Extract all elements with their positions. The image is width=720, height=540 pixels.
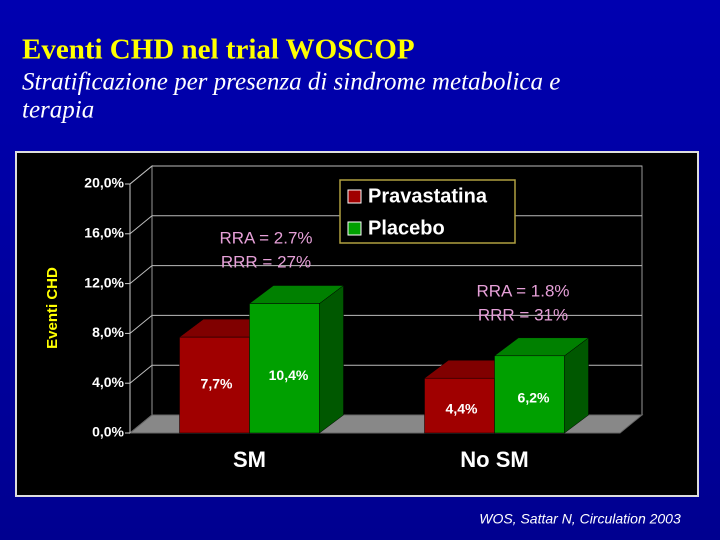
x-tick-label: SM [233,447,266,472]
bar [179,336,250,434]
data-label: 7,7% [201,376,233,392]
annotation: RRA = 1.8% [476,281,569,300]
y-tick-label: 20,0% [84,175,124,191]
chart: 0,0% 4,0% 8,0% 12,0% 16,0% 20,0% Eventi CHD SM 7… [44,164,644,472]
legend-box [339,179,516,244]
subtitle: Stratificazione per presenza di sindrome… [22,69,560,96]
bar [494,355,565,434]
source: WOS, Sattar N, Circulation 2003 [479,511,681,527]
title: Eventi CHD nel trial WOSCOP [22,34,415,66]
y-tick-label: 4,0% [92,374,124,390]
bar-side [319,285,344,434]
legend-label: Pravastatina [368,185,488,207]
x-tick-label: No SM [460,447,528,472]
annotation: RRR = 31% [478,305,568,324]
data-label: 6,2% [518,390,550,406]
side-wall [129,164,153,435]
legend-swatch [347,221,362,236]
legend-label: Placebo [368,217,445,239]
bar [424,377,495,434]
y-axis-label: Eventi CHD [44,267,61,349]
grid-line [129,165,642,185]
annotation: RRR = 27% [221,252,311,271]
y-tick-label: 16,0% [84,225,124,241]
legend-swatch [347,189,362,204]
bar [249,303,320,434]
y-tick-label: 12,0% [84,274,124,290]
grid-line [129,314,642,334]
grid-line [129,265,642,284]
y-tick-label: 0,0% [92,424,124,440]
subtitle: terapia [22,97,94,124]
annotation: RRA = 2.7% [219,228,312,247]
data-label: 10,4% [269,367,309,383]
y-tick-label: 8,0% [92,324,124,340]
data-label: 4,4% [446,401,478,417]
